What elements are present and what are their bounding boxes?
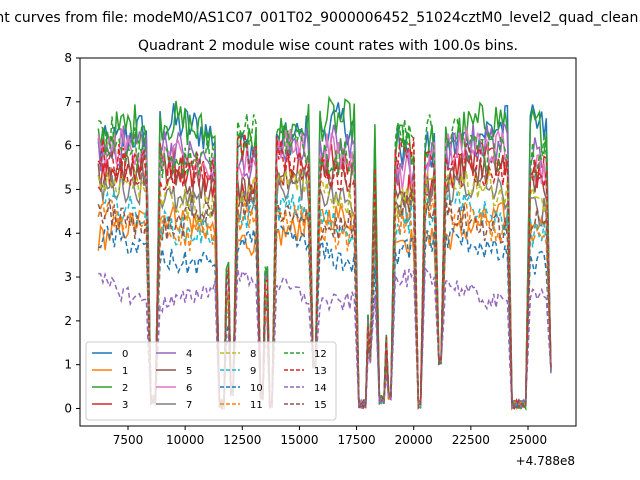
x-offset-label: +4.788e8 [516,454,575,468]
legend-label: 6 [186,383,192,394]
legend-label: 9 [250,366,256,377]
legend-label: 4 [186,349,192,360]
legend-label: 3 [122,400,128,411]
chart-title: Quadrant 2 module wise count rates with … [138,38,518,54]
axes-frame [79,57,577,427]
legend-label: 7 [186,400,192,411]
legend-label: 1 [122,366,128,377]
series-line-2 [97,95,552,409]
series-layer [97,95,552,412]
legend-label: 12 [314,349,327,360]
y-tick-label: 0 [64,401,72,415]
legend-label: 11 [250,400,263,411]
legend-label: 10 [250,383,263,394]
y-tick-label: 1 [64,358,72,372]
x-tick-label: 20000 [395,433,433,447]
y-tick-label: 3 [64,270,72,284]
series-line-14 [98,266,552,411]
y-tick-label: 2 [64,314,72,328]
series-line-13 [97,133,552,410]
legend-label: 14 [314,383,327,394]
series-line-8 [97,168,552,411]
y-tick-label: 6 [64,139,72,153]
x-axis: 7500 10000 12500 15000 17500 20000 22500 25000 [113,426,547,447]
y-axis: 0 1 2 3 4 5 6 7 8 [64,51,80,415]
x-tick-label: 10000 [166,433,204,447]
series-line-15 [97,188,552,410]
legend-box [85,341,337,421]
legend-label: 2 [122,383,128,394]
x-tick-label: 25000 [509,433,547,447]
legend-label: 15 [314,400,327,411]
x-tick-label: 7500 [113,433,144,447]
y-tick-label: 7 [64,95,72,109]
series-line-10 [98,224,552,411]
x-tick-label: 12500 [223,433,261,447]
y-tick-label: 5 [64,182,72,196]
legend-label: 0 [122,349,128,360]
legend-label: 8 [250,349,256,360]
figure-suptitle: Light curves from file: modeM0/AS1C07_00… [0,10,640,26]
x-tick-label: 15000 [280,433,318,447]
x-tick-label: 17500 [337,433,375,447]
legend-label: 13 [314,366,327,377]
y-tick-label: 4 [64,226,72,240]
x-tick-label: 22500 [452,433,490,447]
legend-label: 5 [186,366,192,377]
y-tick-label: 8 [64,51,72,65]
series-line-12 [98,113,552,412]
